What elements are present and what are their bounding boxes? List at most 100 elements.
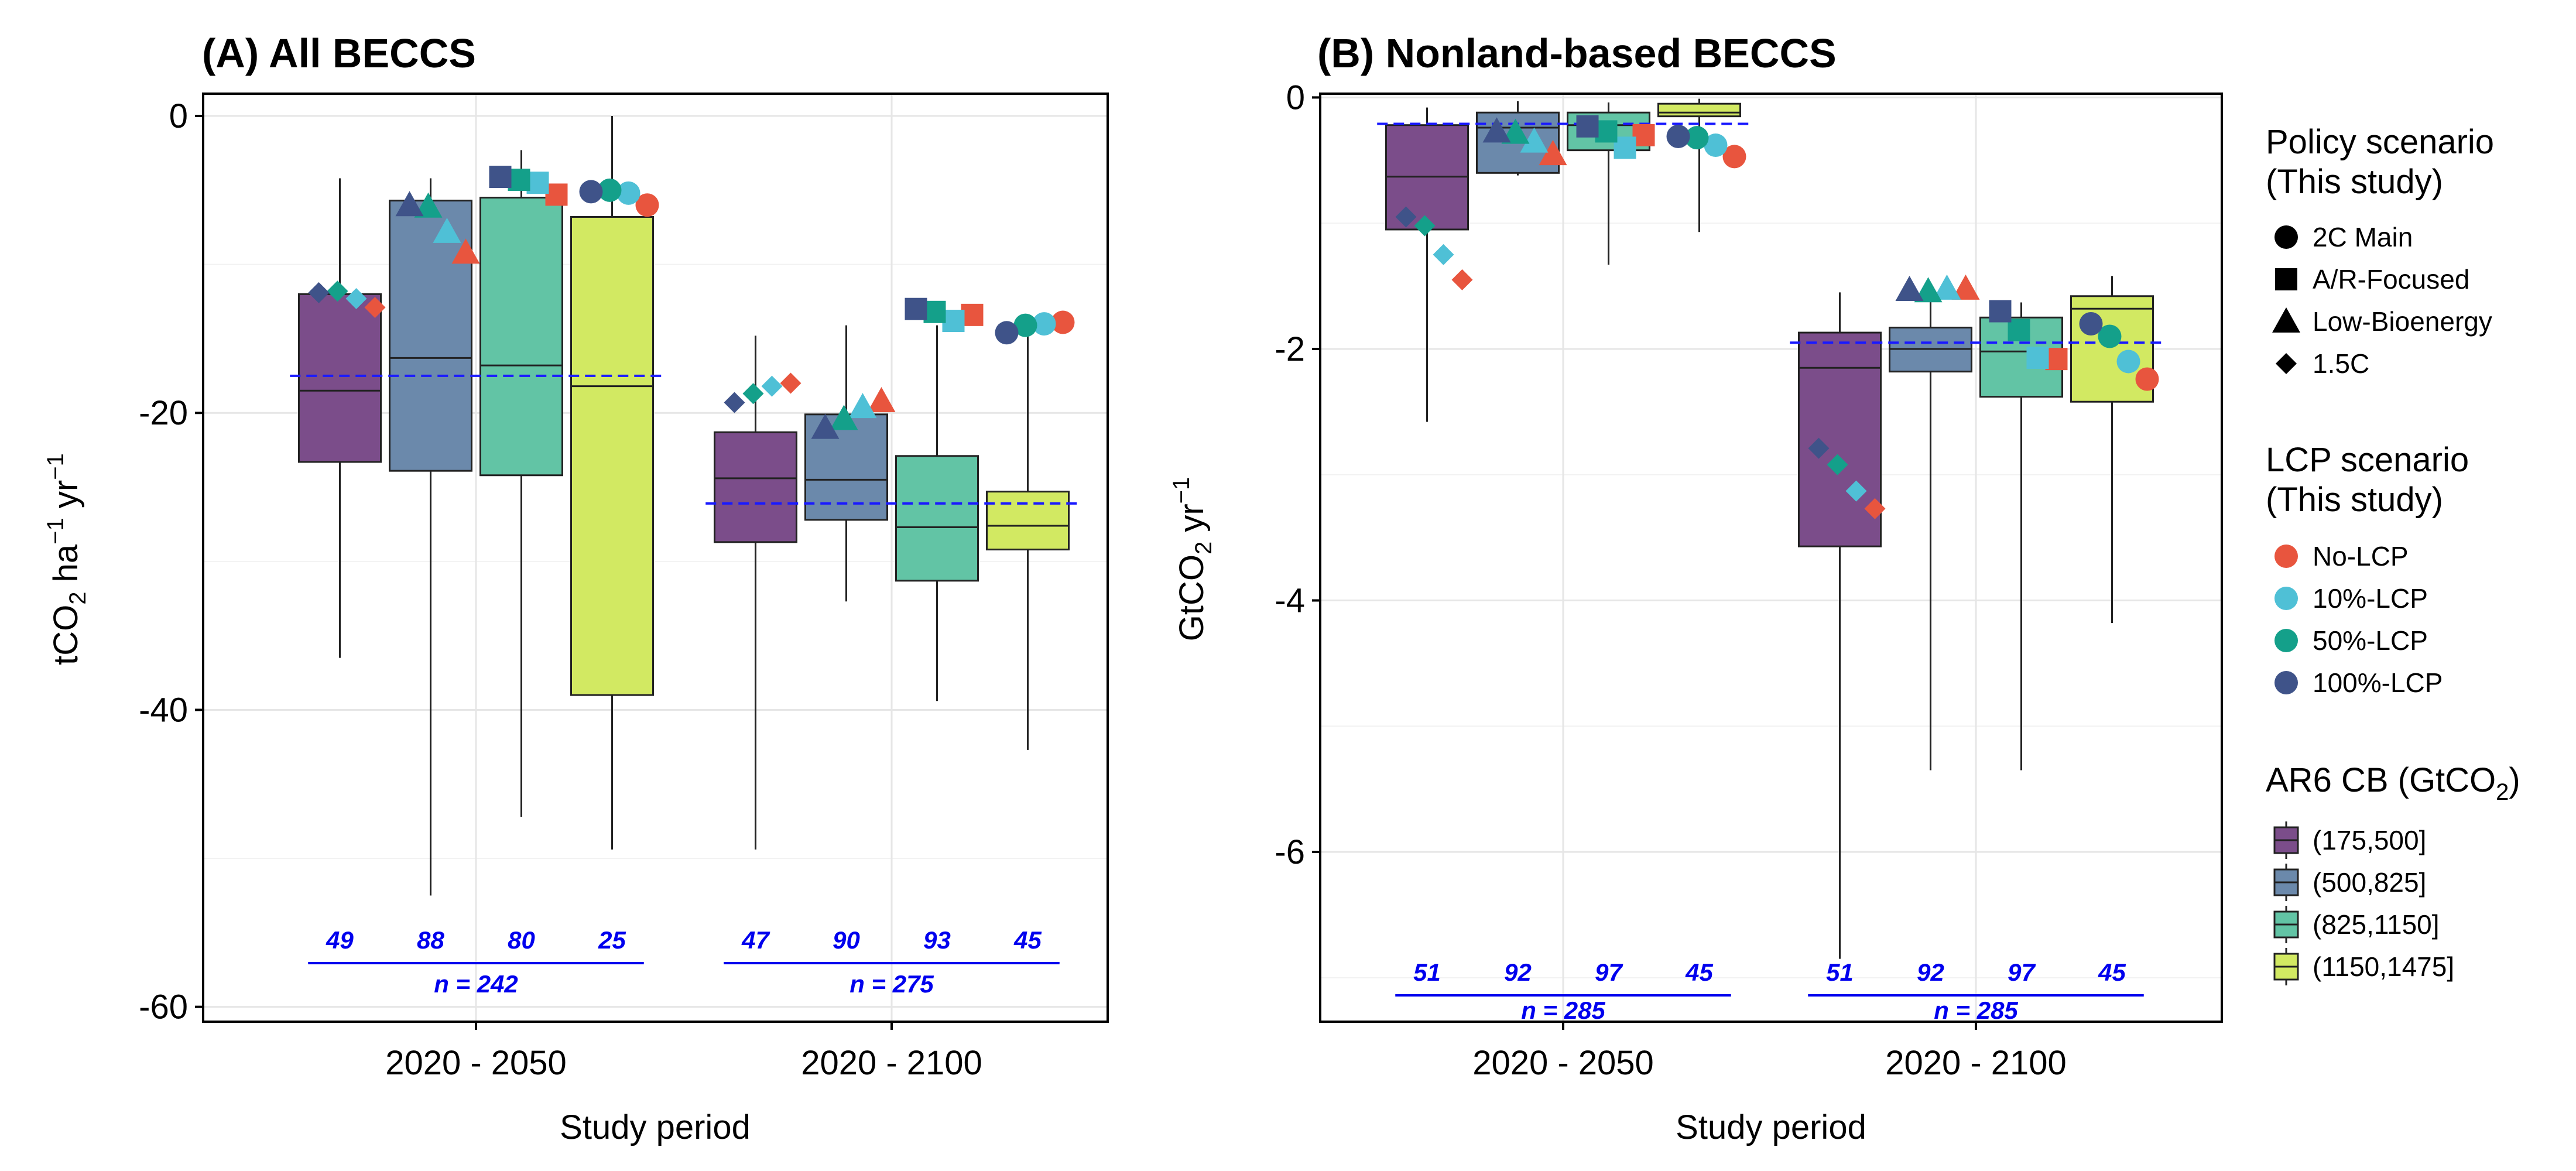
- x-tick-label: 2020 - 2100: [1885, 1044, 2067, 1082]
- scenario-marker: [1989, 300, 2012, 323]
- panel-a-title: (A) All BECCS: [202, 30, 476, 76]
- scenario-marker: [905, 297, 927, 320]
- group-count-label: 49: [326, 926, 354, 954]
- legend-policy-marker: [2274, 225, 2298, 249]
- legend-policy-title-2: (This study): [2266, 163, 2443, 201]
- y-tick-label: 0: [169, 97, 188, 135]
- scenario-marker: [545, 183, 568, 206]
- scenario-marker: [1722, 145, 1746, 169]
- panel-b-x-ticks: 2020 - 2050 2020 - 2100: [1472, 1022, 2067, 1082]
- scenario-marker: [1933, 274, 1961, 300]
- scenario-marker: [364, 297, 386, 319]
- legend-lcp-label: No-LCP: [2313, 541, 2409, 571]
- panel-b-scenario-points: [1395, 115, 2159, 519]
- scenario-marker: [1451, 269, 1473, 290]
- group-count-label: 97: [2008, 958, 2036, 986]
- scenario-marker: [308, 282, 330, 303]
- scenario-marker: [1414, 215, 1436, 237]
- group-count-label: 45: [1685, 958, 1713, 986]
- scenario-marker: [742, 383, 764, 405]
- legend-policy-label: 2C Main: [2313, 222, 2413, 252]
- scenario-marker: [598, 178, 622, 202]
- legend-policy-marker: [2272, 307, 2300, 333]
- legend-policy-label: 1.5C: [2313, 348, 2369, 379]
- scenario-marker: [1951, 274, 1980, 300]
- scenario-marker: [1614, 136, 1636, 159]
- scenario-marker: [616, 181, 640, 205]
- scenario-marker: [1914, 277, 1943, 303]
- y-tick-label: -60: [139, 988, 188, 1026]
- legend-lcp-label: 100%-LCP: [2313, 667, 2443, 698]
- panel-b-x-label: Study period: [1676, 1108, 1866, 1146]
- panel-b-title: (B) Nonland-based BECCS: [1317, 30, 1837, 76]
- scenario-marker: [635, 193, 659, 217]
- scenario-marker: [1845, 480, 1867, 502]
- scenario-marker: [433, 217, 461, 243]
- panel-b: (B) Nonland-based BECCS 51 92 97 45n = 2855…: [1169, 30, 2223, 1146]
- group-count-label: 51: [1413, 958, 1441, 986]
- panel-b-frame: [1319, 93, 2223, 1023]
- scenario-marker: [995, 321, 1019, 345]
- scenario-marker: [1864, 498, 1886, 519]
- y-tick-label: -20: [139, 394, 188, 432]
- legend-cb-label: (825,1150]: [2313, 909, 2440, 940]
- panel-b-plot-area: [1320, 94, 2222, 1022]
- scenario-marker: [414, 192, 443, 218]
- scenario-marker: [2045, 348, 2068, 371]
- group-count-label: 25: [598, 926, 626, 954]
- legend-lcp-items: No-LCP 10%-LCP 50%-LCP 100%-LCP: [2274, 541, 2443, 698]
- y-tick-label: -2: [1275, 330, 1305, 368]
- scenario-marker: [2116, 350, 2140, 374]
- group-count-label: 47: [741, 926, 770, 954]
- legend-cb-label: (1150,1475]: [2313, 951, 2454, 982]
- scenario-marker: [1539, 140, 1567, 166]
- panel-a: (A) All BECCS 49 88 80 25 n = 242 47 90 93 45 n =…: [43, 30, 1109, 1146]
- box: [479, 197, 563, 477]
- legend-lcp-marker: [2274, 629, 2298, 652]
- total-count-label: n = 285: [1521, 997, 1605, 1024]
- scenario-marker: [724, 392, 745, 413]
- legend-lcp-label: 50%-LCP: [2313, 625, 2428, 656]
- legend-policy-items: 2C Main A/R-Focused Low-Bioenergy 1.5C: [2272, 222, 2492, 379]
- panel-a-y-label: tCO2 ha−1 yr−1: [43, 453, 91, 665]
- scenario-marker: [1685, 126, 1709, 150]
- x-tick-label: 2020 - 2100: [801, 1044, 982, 1082]
- legend-cb-title: AR6 CB (GtCO2): [2266, 761, 2520, 805]
- box: [298, 293, 382, 463]
- group-count-label: 92: [1504, 958, 1532, 986]
- y-tick-label: -4: [1275, 582, 1305, 620]
- box: [1798, 331, 1882, 547]
- scenario-marker: [1032, 312, 1056, 336]
- scenario-marker: [1704, 133, 1728, 157]
- legend-policy-marker: [2276, 353, 2297, 374]
- group-count-label: 97: [1595, 958, 1623, 986]
- panel-a-scenario-points: [308, 166, 1075, 439]
- x-tick-label: 2020 - 2050: [385, 1044, 567, 1082]
- legend-lcp-label: 10%-LCP: [2313, 583, 2428, 614]
- box: [986, 491, 1070, 551]
- scenario-marker: [327, 280, 348, 302]
- x-tick-label: 2020 - 2050: [1472, 1044, 1654, 1082]
- legend-cb-items: (175,500] (500,825] (825,1150] (1150,1475]: [2273, 821, 2454, 985]
- scenario-marker: [579, 180, 603, 204]
- scenario-marker: [451, 238, 480, 264]
- scenario-marker: [1576, 115, 1599, 138]
- legend-lcp-marker: [2274, 671, 2298, 694]
- scenario-marker: [830, 405, 858, 430]
- scenario-marker: [2026, 347, 2049, 369]
- scenario-marker: [811, 413, 840, 439]
- scenario-marker: [2079, 312, 2103, 336]
- scenario-marker: [1501, 118, 1530, 144]
- panel-b-counts: 51 92 97 45 n = 285 51 92 97 45 n = 285: [1395, 958, 2144, 1024]
- panel-b-y-label: GtCO2 yr−1: [1169, 477, 1217, 642]
- panel-a-y-ticks: 0 -20 -40 -60: [139, 97, 203, 1026]
- panel-a-frame: [202, 93, 1109, 1023]
- legend-lcp-title-2: (This study): [2266, 481, 2443, 519]
- panel-a-counts: 49 88 80 25 n = 242 47 90 93 45 n = 275: [308, 926, 1060, 998]
- scenario-marker: [508, 169, 530, 191]
- y-tick-label: -40: [139, 691, 188, 729]
- legend-policy-label: Low-Bioenergy: [2313, 306, 2492, 337]
- legend-cb-label: (500,825]: [2313, 867, 2426, 898]
- legend-policy-label: A/R-Focused: [2313, 264, 2469, 295]
- legend-lcp-title-1: LCP scenario: [2266, 441, 2469, 479]
